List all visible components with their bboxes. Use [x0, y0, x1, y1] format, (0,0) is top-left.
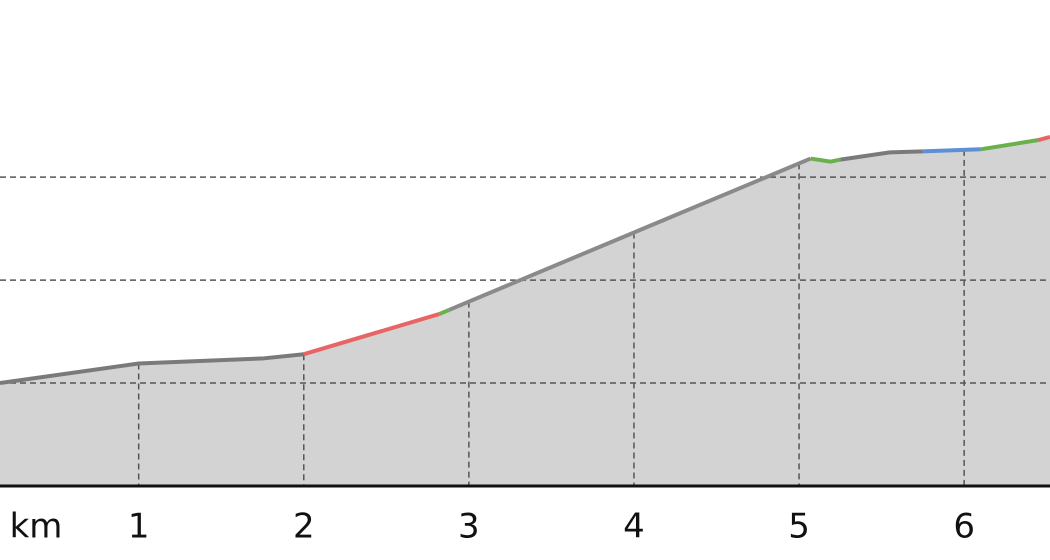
profile-line [840, 149, 923, 162]
profile-line [810, 156, 841, 164]
profile-line [1037, 135, 1050, 142]
x-tick-label: 1 [128, 507, 150, 547]
profile-line [303, 312, 440, 357]
profile-line [0, 352, 304, 386]
profile-line [438, 308, 450, 316]
profile-line [922, 147, 981, 154]
x-tick-label: 6 [953, 507, 975, 547]
x-tick-label: 5 [788, 507, 810, 547]
x-tick-label: 4 [623, 507, 645, 547]
profile-line [980, 138, 1039, 152]
area [0, 136, 1050, 486]
x-tick-label: 2 [293, 507, 315, 547]
profile-line [448, 156, 812, 312]
x-axis-label: km [10, 507, 63, 547]
x-tick-label: 3 [458, 507, 480, 547]
